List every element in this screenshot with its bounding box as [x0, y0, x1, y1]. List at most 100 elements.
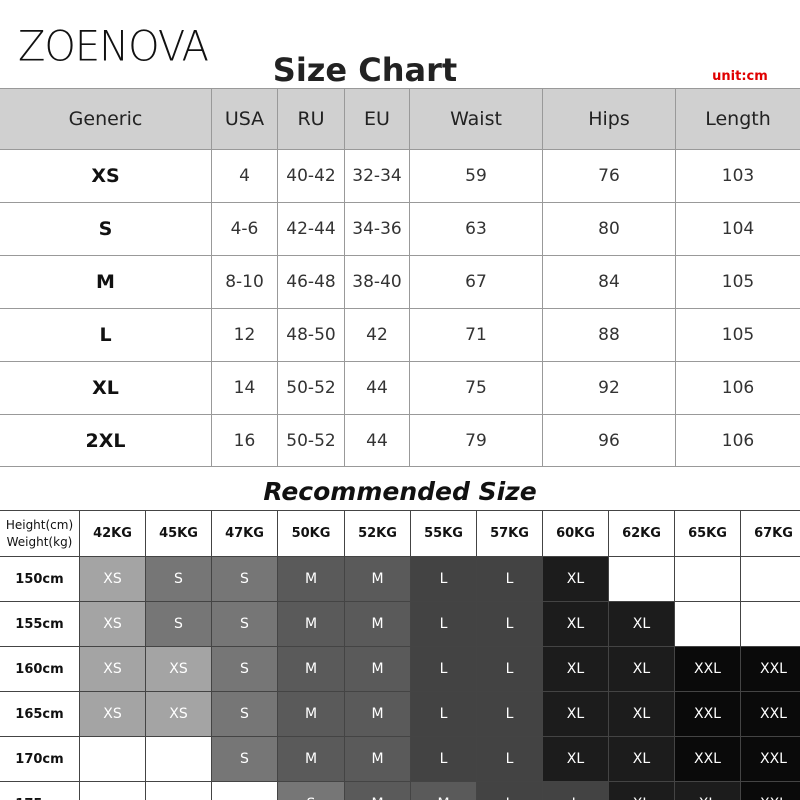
- size-cell: L: [477, 782, 543, 800]
- table-cell: 67: [410, 256, 543, 309]
- height-label: 160cm: [0, 647, 80, 692]
- size-cell: L: [477, 557, 543, 602]
- weight-header: 65KG: [675, 510, 741, 557]
- weight-header: 57KG: [477, 510, 543, 557]
- table-cell: 105: [676, 256, 800, 309]
- size-cell: [146, 782, 212, 800]
- height-label: 150cm: [0, 557, 80, 602]
- size-cell: S: [146, 557, 212, 602]
- size-cell: M: [345, 602, 411, 647]
- table-cell: 75: [410, 362, 543, 415]
- size-cell: [80, 737, 146, 782]
- table-cell: 106: [676, 415, 800, 467]
- size-cell: [741, 557, 800, 602]
- table-cell: 106: [676, 362, 800, 415]
- size-cell: M: [278, 737, 345, 782]
- size-cell: XS: [80, 692, 146, 737]
- column-header: USA: [212, 88, 278, 150]
- height-label: 175cm: [0, 782, 80, 800]
- size-cell: XXL: [741, 737, 800, 782]
- weight-header: 52KG: [345, 510, 411, 557]
- size-cell: M: [345, 557, 411, 602]
- size-cell: L: [411, 737, 477, 782]
- size-cell: XXL: [741, 647, 800, 692]
- size-cell: L: [411, 557, 477, 602]
- table-cell: 88: [543, 309, 676, 362]
- table-cell: 84: [543, 256, 676, 309]
- table-cell: 12: [212, 309, 278, 362]
- size-cell: XL: [543, 692, 609, 737]
- table-cell: 16: [212, 415, 278, 467]
- size-cell: L: [411, 602, 477, 647]
- corner-label: Weight(kg): [6, 534, 73, 549]
- size-cell: L: [411, 692, 477, 737]
- table-cell: S: [0, 203, 212, 256]
- weight-header: 45KG: [146, 510, 212, 557]
- weight-header: 60KG: [543, 510, 609, 557]
- corner-label: Height(cm): [5, 517, 74, 532]
- size-cell: XL: [609, 602, 675, 647]
- size-cell: M: [278, 647, 345, 692]
- table-cell: XS: [0, 150, 212, 203]
- size-cell: M: [345, 647, 411, 692]
- column-header: Length: [676, 88, 800, 150]
- size-cell: XS: [146, 647, 212, 692]
- size-cell: L: [477, 737, 543, 782]
- size-cell: M: [278, 692, 345, 737]
- size-cell: XXL: [675, 647, 741, 692]
- table-cell: 42-44: [278, 203, 345, 256]
- size-cell: M: [345, 782, 411, 800]
- size-cell: L: [543, 782, 609, 800]
- table-cell: 63: [410, 203, 543, 256]
- table-cell: M: [0, 256, 212, 309]
- weight-header: 42KG: [80, 510, 146, 557]
- size-cell: XL: [609, 782, 675, 800]
- size-cell: XL: [543, 557, 609, 602]
- unit: unit:cm: [712, 68, 768, 84]
- size-cell: S: [146, 602, 212, 647]
- table-cell: 59: [410, 150, 543, 203]
- size-cell: XS: [80, 602, 146, 647]
- table-cell: 71: [410, 309, 543, 362]
- weight-header: 67KG: [741, 510, 800, 557]
- size-cell: S: [278, 782, 345, 800]
- title: Size Chart: [272, 51, 458, 89]
- weight-header: 50KG: [278, 510, 345, 557]
- table-cell: 92: [543, 362, 676, 415]
- corner-header: Height(cm) Weight(kg): [0, 510, 80, 557]
- table-cell: 79: [410, 415, 543, 467]
- table-cell: 32-34: [345, 150, 410, 203]
- section-title: Recommended Size: [263, 476, 537, 506]
- size-cell: XXL: [741, 692, 800, 737]
- size-cell: S: [212, 557, 278, 602]
- table-cell: 46-48: [278, 256, 345, 309]
- weight-header: 47KG: [212, 510, 278, 557]
- size-cell: XL: [543, 647, 609, 692]
- table-cell: 44: [345, 362, 410, 415]
- table-cell: 8-10: [212, 256, 278, 309]
- table-cell: 103: [676, 150, 800, 203]
- size-cell: L: [411, 647, 477, 692]
- brand: ZOENOVA: [18, 22, 209, 72]
- table-cell: 4-6: [212, 203, 278, 256]
- size-cell: L: [477, 647, 543, 692]
- table-cell: 38-40: [345, 256, 410, 309]
- column-header: RU: [278, 88, 345, 150]
- size-cell: [675, 557, 741, 602]
- column-header: Generic: [0, 88, 212, 150]
- table-cell: 42: [345, 309, 410, 362]
- size-cell: [609, 557, 675, 602]
- size-cell: XL: [675, 782, 741, 800]
- size-cell: XL: [609, 737, 675, 782]
- size-cell: XXL: [675, 737, 741, 782]
- size-cell: XL: [609, 692, 675, 737]
- size-cell: S: [212, 602, 278, 647]
- size-cell: XXL: [741, 782, 800, 800]
- size-cell: S: [212, 737, 278, 782]
- size-cell: S: [212, 692, 278, 737]
- table-cell: 50-52: [278, 362, 345, 415]
- size-cell: [80, 782, 146, 800]
- size-cell: XL: [543, 737, 609, 782]
- table-cell: 14: [212, 362, 278, 415]
